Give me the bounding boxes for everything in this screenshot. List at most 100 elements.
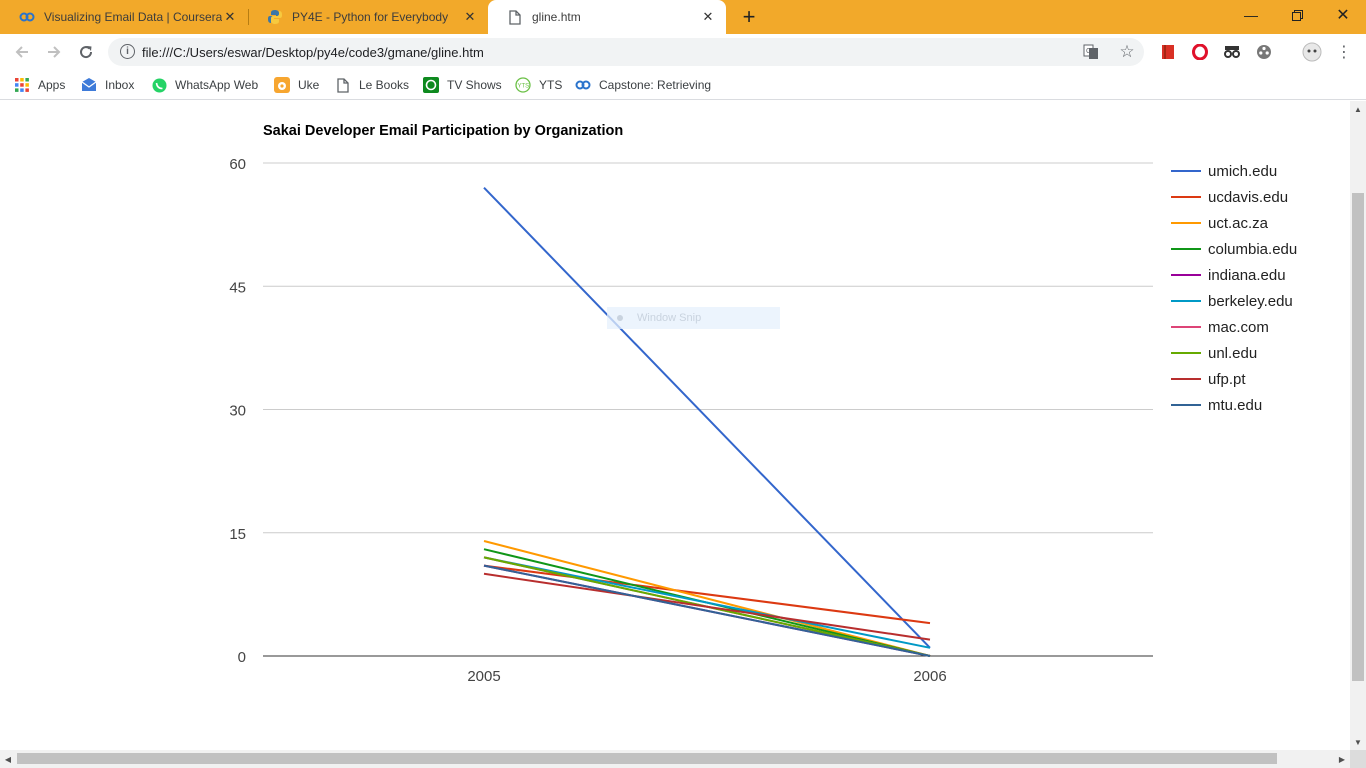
bookmark-uke[interactable]: Uke: [274, 75, 319, 95]
window-snip-label: Window Snip: [637, 312, 702, 324]
series-line-ufp-pt: [483, 572, 931, 641]
info-icon[interactable]: i: [120, 44, 135, 59]
y-tick-label: 0: [238, 649, 246, 666]
tab-gline[interactable]: gline.htm ✕: [488, 0, 726, 34]
bookmark-inbox[interactable]: Inbox: [81, 75, 134, 95]
y-tick-label: 15: [229, 526, 246, 543]
document-icon: [335, 77, 351, 93]
legend-label: mac.com: [1208, 319, 1269, 336]
bookmark-label: TV Shows: [447, 78, 502, 92]
close-window-button[interactable]: ✕: [1336, 7, 1350, 24]
bookmark-tv-shows[interactable]: TV Shows: [423, 75, 502, 95]
opera-extension-icon[interactable]: [1190, 42, 1210, 62]
scroll-up-arrow-icon[interactable]: ▲: [1354, 104, 1362, 114]
minimize-button[interactable]: —: [1244, 7, 1258, 23]
series-line-berkeley-edu: [483, 556, 931, 649]
close-icon[interactable]: ✕: [224, 9, 236, 24]
y-tick-label: 45: [229, 279, 246, 296]
series-line-uct-ac-za: [483, 540, 931, 657]
film-extension-icon[interactable]: [1254, 42, 1274, 62]
tab-title: PY4E - Python for Everybody: [292, 10, 449, 24]
url-text: file:///C:/Users/eswar/Desktop/py4e/code…: [142, 45, 484, 60]
new-tab-button[interactable]: +: [742, 4, 756, 29]
y-tick-label: 60: [229, 156, 246, 173]
bookmark-label: Capstone: Retrieving: [599, 78, 712, 92]
forward-arrow-icon: [48, 46, 61, 58]
vertical-scrollbar[interactable]: ▲ ▼: [1350, 101, 1366, 750]
coursera-icon: [18, 8, 36, 26]
bookmark-star-icon[interactable]: ☆: [1119, 42, 1135, 61]
y-axis-ticks: 0 15 30 45 60: [229, 156, 246, 666]
legend-label: mtu.edu: [1208, 397, 1262, 414]
browser-toolbar: i file:///C:/Users/eswar/Desktop/py4e/co…: [0, 34, 1366, 70]
y-tick-label: 30: [229, 403, 246, 420]
bookmark-apps[interactable]: Apps: [14, 75, 65, 95]
translate-icon[interactable]: G: [1082, 43, 1100, 61]
horizontal-scrollbar[interactable]: ◀ ▶: [0, 750, 1350, 768]
menu-kebab-icon[interactable]: ⋮: [1336, 44, 1352, 61]
legend-label: ufp.pt: [1208, 371, 1246, 388]
close-icon[interactable]: ✕: [464, 9, 476, 24]
document-icon: [506, 8, 524, 26]
bookmark-capstone[interactable]: Capstone: Retrieving: [575, 75, 711, 95]
tab-coursera[interactable]: Visualizing Email Data | Coursera ✕: [0, 0, 248, 34]
svg-text:G: G: [1086, 48, 1091, 55]
chart-grid: [263, 162, 1153, 657]
tv-icon: [423, 77, 439, 93]
legend-label: uct.ac.za: [1208, 215, 1269, 232]
svg-text:YTS: YTS: [518, 84, 530, 90]
inbox-icon: [81, 77, 97, 93]
back-arrow-icon: [15, 46, 28, 58]
tab-title: Visualizing Email Data | Coursera: [44, 10, 222, 24]
x-tick-label: 2005: [467, 668, 500, 685]
legend-label: berkeley.edu: [1208, 293, 1293, 310]
tab-divider: [248, 9, 249, 25]
restore-button[interactable]: [1274, 0, 1320, 30]
reload-icon: [80, 46, 93, 59]
window-snip-overlay: Window Snip: [607, 307, 780, 329]
tab-strip: Visualizing Email Data | Coursera ✕ PY4E…: [0, 0, 1366, 34]
legend-label: indiana.edu: [1208, 267, 1286, 284]
x-axis-ticks: 2005 2006: [467, 668, 946, 685]
tab-py4e[interactable]: PY4E - Python for Everybody ✕: [248, 0, 488, 34]
line-chart: Sakai Developer Email Participation by O…: [229, 123, 1297, 685]
back-button[interactable]: [8, 38, 36, 66]
address-bar[interactable]: i file:///C:/Users/eswar/Desktop/py4e/co…: [108, 38, 1144, 66]
page-content: Sakai Developer Email Participation by O…: [0, 101, 1350, 750]
bookmark-manager-extension-icon[interactable]: [1158, 42, 1178, 62]
series-line-mtu-edu: [483, 564, 931, 657]
legend-label: columbia.edu: [1208, 241, 1297, 258]
coursera-icon: [575, 77, 591, 93]
legend-label: ucdavis.edu: [1208, 189, 1288, 206]
bookmark-label: Le Books: [359, 78, 410, 92]
incognito-extension-icon[interactable]: [1222, 42, 1242, 62]
profile-avatar-icon[interactable]: [1302, 42, 1322, 62]
series-line-ucdavis-edu: [483, 564, 931, 625]
bookmark-label: Uke: [298, 78, 320, 92]
chart-series: [483, 187, 931, 657]
close-icon[interactable]: ✕: [702, 9, 714, 24]
forward-button[interactable]: [40, 38, 68, 66]
bookmark-label: YTS: [539, 78, 563, 92]
yts-icon: YTS: [515, 77, 531, 93]
horizontal-scroll-thumb[interactable]: [17, 753, 1277, 764]
vertical-scroll-thumb[interactable]: [1352, 193, 1364, 681]
scroll-left-arrow-icon[interactable]: ◀: [4, 754, 12, 764]
chart-title: Sakai Developer Email Participation by O…: [263, 123, 623, 139]
scroll-right-arrow-icon[interactable]: ▶: [1338, 754, 1346, 764]
bookmark-yts[interactable]: YTS YTS: [515, 75, 562, 95]
scroll-down-arrow-icon[interactable]: ▼: [1354, 737, 1362, 747]
bookmark-le-books[interactable]: Le Books: [335, 75, 409, 95]
reload-button[interactable]: [72, 38, 100, 66]
bookmarks-bar: Apps Inbox WhatsApp Web Uke Le Books TV …: [0, 70, 1366, 100]
python-icon: [266, 8, 284, 26]
apps-grid-icon: [14, 77, 30, 93]
bookmark-whatsapp-web[interactable]: WhatsApp Web: [151, 75, 258, 95]
scrollbar-corner: [1350, 750, 1366, 768]
chart-legend: umich.edu ucdavis.edu uct.ac.za columbia.ed…: [1171, 163, 1297, 414]
uke-icon: [274, 77, 290, 93]
bookmark-label: Inbox: [105, 78, 135, 92]
tab-title: gline.htm: [532, 10, 581, 24]
legend-label: umich.edu: [1208, 163, 1277, 180]
legend-label: unl.edu: [1208, 345, 1257, 362]
